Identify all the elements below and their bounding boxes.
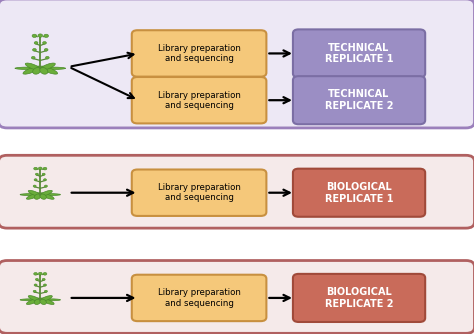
FancyBboxPatch shape: [0, 0, 474, 128]
Ellipse shape: [20, 299, 42, 301]
FancyBboxPatch shape: [0, 261, 474, 333]
Circle shape: [38, 34, 43, 37]
Circle shape: [42, 173, 45, 175]
Ellipse shape: [40, 66, 58, 74]
Text: TECHNICAL
REPLICATE 1: TECHNICAL REPLICATE 1: [325, 43, 393, 64]
Text: Library preparation
and sequencing: Library preparation and sequencing: [158, 183, 240, 202]
Text: Library preparation
and sequencing: Library preparation and sequencing: [158, 44, 240, 63]
FancyBboxPatch shape: [293, 274, 425, 322]
FancyBboxPatch shape: [132, 169, 266, 216]
Circle shape: [36, 279, 38, 281]
Ellipse shape: [40, 299, 46, 305]
Text: Library preparation
and sequencing: Library preparation and sequencing: [158, 288, 240, 308]
Circle shape: [44, 284, 46, 286]
Ellipse shape: [34, 299, 41, 305]
FancyBboxPatch shape: [0, 155, 474, 228]
FancyBboxPatch shape: [132, 275, 266, 321]
Circle shape: [34, 284, 37, 286]
FancyBboxPatch shape: [293, 29, 425, 77]
Circle shape: [38, 167, 42, 170]
Ellipse shape: [25, 63, 41, 70]
Circle shape: [34, 273, 37, 275]
Ellipse shape: [27, 193, 41, 199]
Ellipse shape: [38, 299, 61, 301]
Circle shape: [33, 290, 36, 292]
Ellipse shape: [27, 298, 41, 305]
Text: BIOLOGICAL
REPLICATE 2: BIOLOGICAL REPLICATE 2: [325, 287, 393, 309]
Circle shape: [44, 179, 46, 181]
Text: BIOLOGICAL
REPLICATE 1: BIOLOGICAL REPLICATE 1: [325, 182, 393, 203]
Ellipse shape: [38, 67, 65, 69]
Ellipse shape: [38, 194, 61, 195]
Circle shape: [44, 48, 48, 51]
Ellipse shape: [40, 67, 48, 74]
Circle shape: [43, 41, 46, 44]
Circle shape: [44, 34, 48, 37]
FancyBboxPatch shape: [293, 76, 425, 124]
Ellipse shape: [34, 194, 41, 199]
Ellipse shape: [40, 63, 55, 70]
Ellipse shape: [23, 66, 41, 74]
Circle shape: [34, 167, 37, 170]
Ellipse shape: [28, 296, 41, 301]
Circle shape: [45, 185, 47, 187]
Text: TECHNICAL
REPLICATE 2: TECHNICAL REPLICATE 2: [325, 90, 393, 111]
Circle shape: [43, 273, 47, 275]
Ellipse shape: [20, 194, 42, 195]
Circle shape: [38, 272, 42, 275]
Ellipse shape: [33, 67, 41, 74]
Ellipse shape: [40, 296, 52, 301]
Ellipse shape: [28, 190, 41, 196]
FancyBboxPatch shape: [132, 77, 266, 123]
Ellipse shape: [40, 190, 52, 196]
Circle shape: [43, 167, 47, 170]
Circle shape: [36, 173, 38, 175]
Ellipse shape: [15, 67, 42, 69]
Circle shape: [32, 34, 37, 37]
Text: Library preparation
and sequencing: Library preparation and sequencing: [158, 91, 240, 110]
Circle shape: [31, 56, 35, 59]
Circle shape: [46, 56, 49, 59]
Circle shape: [34, 179, 37, 181]
FancyBboxPatch shape: [293, 169, 425, 217]
Circle shape: [33, 48, 36, 51]
Circle shape: [45, 290, 47, 292]
Circle shape: [33, 185, 36, 187]
Ellipse shape: [40, 193, 54, 199]
FancyBboxPatch shape: [132, 30, 266, 77]
Ellipse shape: [40, 194, 46, 199]
Circle shape: [42, 279, 45, 281]
Ellipse shape: [40, 298, 54, 305]
Circle shape: [34, 41, 38, 44]
